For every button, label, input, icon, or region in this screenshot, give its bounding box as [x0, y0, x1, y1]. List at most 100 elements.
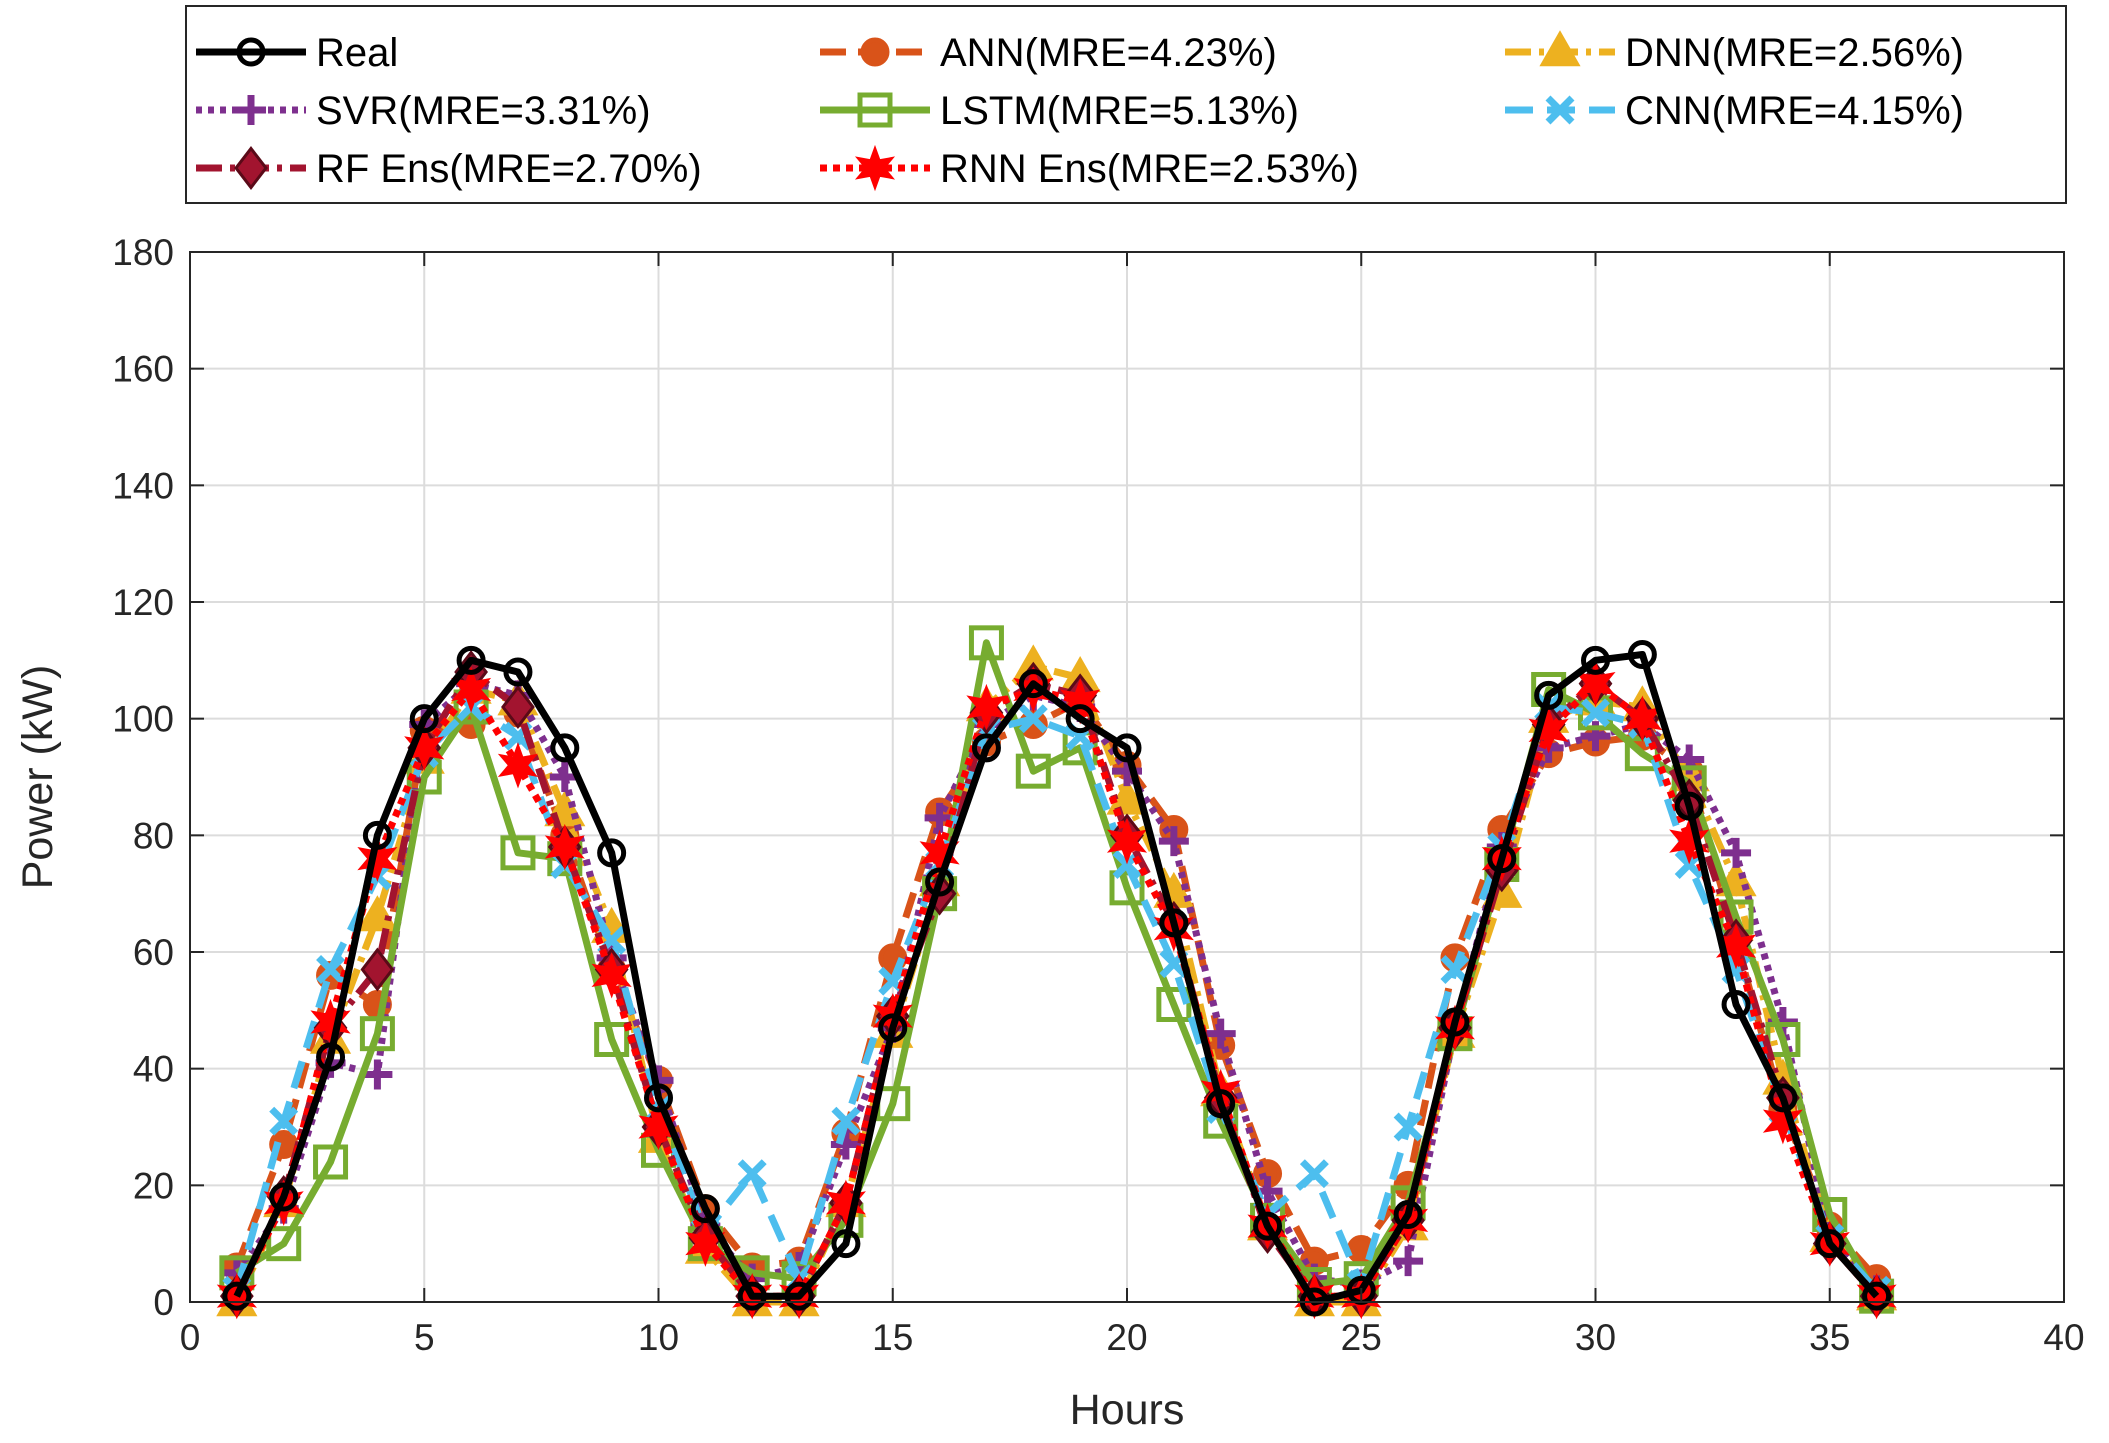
- y-tick-label: 0: [153, 1282, 174, 1323]
- point-real: [644, 1083, 673, 1113]
- point-cnn-mre-4-15: [316, 955, 346, 984]
- y-tick-label: 60: [133, 932, 174, 973]
- point-dnn-mre-2-56: [1106, 778, 1148, 815]
- point-rnn-ens-mre-2-53: [638, 1103, 679, 1151]
- point-cnn-mre-4-15: [737, 1159, 767, 1189]
- x-tick-label: 10: [638, 1317, 679, 1358]
- legend-marker: [236, 95, 266, 125]
- legend-marker: [236, 37, 266, 67]
- y-tick-label: 180: [112, 232, 174, 273]
- legend-item-rf-ens-mre-2-70: RF Ens(MRE=2.70%): [196, 146, 702, 191]
- point-rnn-ens-mre-2-53: [544, 823, 585, 871]
- legend-item-dnn-mre-2-56: DNN(MRE=2.56%): [1505, 30, 1964, 75]
- point-rf-ens-mre-2-70: [360, 947, 395, 992]
- point-real: [831, 1229, 861, 1259]
- x-tick-label: 35: [1809, 1317, 1850, 1358]
- y-tick-label: 40: [133, 1049, 174, 1090]
- point-real: [690, 1194, 720, 1224]
- legend-item-svr-mre-3-31: SVR(MRE=3.31%): [196, 89, 651, 133]
- legend: Real ANN(MRE=4.23%) DNN(MRE=2.56%) SVR(MRE=…: [185, 5, 2067, 204]
- point-real: [784, 1281, 814, 1311]
- y-tick-label: 140: [112, 465, 174, 506]
- point-real: [1862, 1281, 1892, 1311]
- point-cnn-mre-4-15: [1581, 698, 1610, 728]
- point-lstm-mre-5-13: [359, 1016, 395, 1052]
- point-real: [1721, 990, 1751, 1019]
- series-real: [222, 640, 1892, 1317]
- point-cnn-mre-4-15: [1440, 955, 1470, 984]
- x-tick-label: 20: [1106, 1317, 1147, 1358]
- legend-marker: [860, 37, 890, 67]
- point-cnn-mre-4-15: [831, 1106, 861, 1136]
- point-real: [550, 733, 580, 763]
- point-real: [1065, 704, 1095, 734]
- point-real: [456, 645, 486, 675]
- legend-marker: [854, 144, 896, 192]
- point-real: [1159, 908, 1189, 938]
- point-rnn-ens-mre-2-53: [404, 724, 445, 772]
- legend-label: DNN(MRE=2.56%): [1625, 31, 1964, 75]
- legend-item-cnn-mre-4-15: CNN(MRE=4.15%): [1505, 89, 1964, 133]
- point-real: [222, 1281, 252, 1311]
- legend-label: LSTM(MRE=5.13%): [940, 89, 1299, 133]
- legend-label: CNN(MRE=4.15%): [1625, 89, 1964, 133]
- point-rnn-ens-mre-2-53: [357, 835, 398, 882]
- point-svr-mre-3-31: [1721, 837, 1752, 868]
- point-rnn-ens-mre-2-53: [825, 1179, 866, 1227]
- point-rf-ens-mre-2-70: [501, 685, 535, 729]
- point-real: [1768, 1083, 1798, 1113]
- y-tick-label: 20: [133, 1165, 174, 1206]
- point-lstm-mre-5-13: [266, 1226, 302, 1262]
- point-real: [1487, 844, 1517, 874]
- x-tick-label: 25: [1341, 1317, 1382, 1358]
- y-tick-label: 120: [112, 582, 174, 623]
- line-svr-mre-3-31: [233, 680, 1880, 1293]
- point-real: [1253, 1211, 1283, 1241]
- point-svr-mre-3-31: [1393, 1246, 1424, 1277]
- point-rnn-ens-mre-2-53: [1762, 1097, 1803, 1145]
- line-ann-mre-4-23: [233, 697, 1880, 1282]
- series-ann-mre-4-23: [222, 686, 1892, 1294]
- point-real: [597, 838, 627, 868]
- series-layer: [216, 625, 1898, 1320]
- point-dnn-mre-2-56: [356, 895, 398, 932]
- legend-box: [185, 5, 2067, 204]
- y-tick-label: 160: [112, 349, 174, 390]
- point-svr-mre-3-31: [830, 1129, 861, 1160]
- point-rnn-ens-mre-2-53: [1106, 817, 1148, 865]
- point-real: [878, 1013, 908, 1043]
- legend-marker: [1539, 30, 1581, 67]
- y-tick-label: 80: [133, 815, 174, 856]
- point-real: [1018, 669, 1048, 699]
- line-cnn-mre-4-15: [233, 703, 1880, 1293]
- line-rf-ens-mre-2-70: [233, 668, 1880, 1300]
- point-real: [1581, 645, 1610, 675]
- y-tick-label: 100: [112, 699, 174, 740]
- point-lstm-mre-5-13: [500, 835, 536, 871]
- point-cnn-mre-4-15: [1299, 1159, 1329, 1189]
- point-real: [316, 1042, 346, 1072]
- legend-label: SVR(MRE=3.31%): [316, 89, 651, 133]
- series-svr-mre-3-31: [221, 668, 1892, 1306]
- point-real: [1206, 1089, 1236, 1119]
- point-svr-mre-3-31: [362, 1059, 393, 1090]
- point-real: [1674, 791, 1704, 821]
- point-lstm-mre-5-13: [313, 1144, 349, 1180]
- point-cnn-mre-4-15: [1393, 1112, 1423, 1142]
- legend-item-ann-mre-4-23: ANN(MRE=4.23%): [820, 31, 1277, 75]
- point-svr-mre-3-31: [924, 802, 955, 833]
- point-rnn-ens-mre-2-53: [1669, 817, 1710, 865]
- series-rnn-ens-mre-2-53: [216, 660, 1897, 1320]
- point-real: [1534, 680, 1564, 710]
- line-rnn-ens-mre-2-53: [233, 680, 1880, 1300]
- point-real: [1112, 733, 1142, 763]
- legend-marker: [857, 92, 893, 128]
- legend-label: RF Ens(MRE=2.70%): [316, 147, 702, 191]
- x-tick-label: 30: [1575, 1317, 1616, 1358]
- point-real: [1815, 1229, 1845, 1259]
- point-real: [971, 733, 1001, 763]
- point-cnn-mre-4-15: [269, 1106, 299, 1136]
- point-rnn-ens-mre-2-53: [966, 683, 1007, 731]
- x-tick-label: 5: [414, 1317, 435, 1358]
